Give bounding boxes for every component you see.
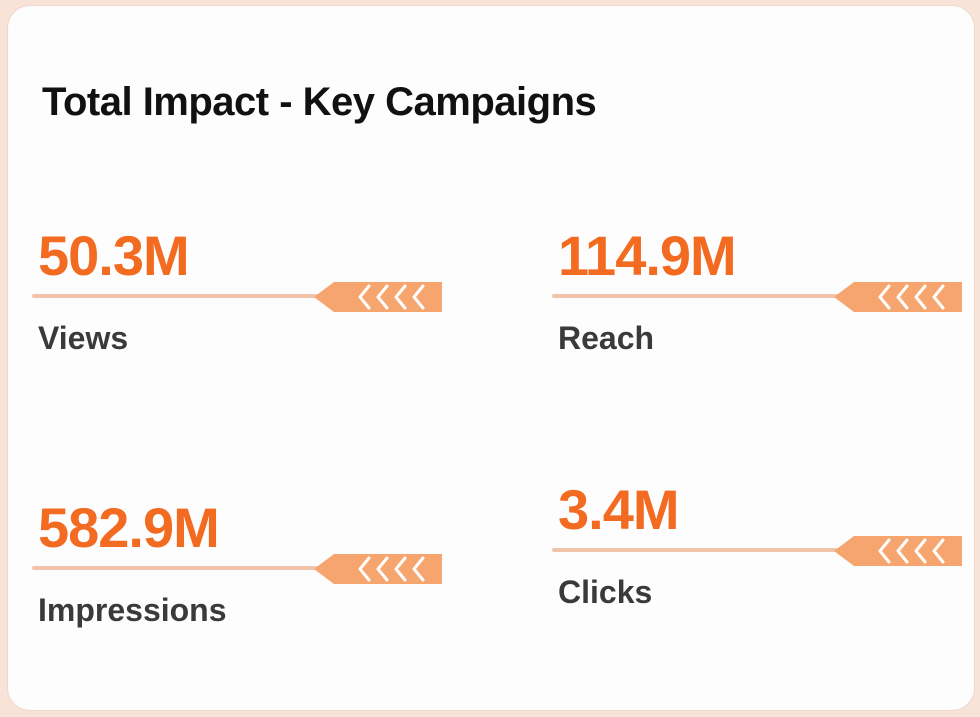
chevron-left-icon: [878, 284, 891, 310]
chevron-left-icon: [376, 556, 389, 582]
chevron-left-icon: [394, 284, 407, 310]
impact-card: Total Impact - Key Campaigns 50.3M Views…: [8, 6, 974, 710]
metric-views: 50.3M Views: [32, 226, 442, 366]
metric-value: 582.9M: [38, 496, 220, 559]
arrow-left-icon-graphic: [314, 282, 442, 312]
arrow-left-icon-graphic: [834, 536, 962, 566]
metric-divider: [552, 294, 852, 298]
card-title: Total Impact - Key Campaigns: [42, 80, 597, 124]
metric-impressions: 582.9M Impressions: [32, 498, 442, 638]
chevron-left-icon: [932, 284, 945, 310]
chevron-left-icon: [358, 556, 371, 582]
metric-value: 50.3M: [38, 224, 190, 287]
chevron-left-icon: [376, 284, 389, 310]
metric-label: Reach: [558, 320, 655, 356]
chevron-left-icon: [896, 538, 909, 564]
metric-clicks: 3.4M Clicks: [552, 480, 962, 620]
chevron-left-icon: [358, 284, 371, 310]
metric-reach: 114.9M Reach: [552, 226, 962, 366]
chevron-left-icon: [412, 556, 425, 582]
chevron-left-icon: [914, 538, 927, 564]
chevron-left-icon: [878, 538, 891, 564]
metric-label: Views: [38, 320, 129, 356]
metric-divider: [32, 294, 332, 298]
arrow-left-icon: [312, 552, 442, 586]
arrow-left-icon: [832, 280, 962, 314]
metric-label: Impressions: [38, 592, 227, 628]
arrow-left-icon-graphic: [314, 554, 442, 584]
arrow-left-icon: [832, 534, 962, 568]
chevron-left-icon: [914, 284, 927, 310]
chevron-left-icon: [932, 538, 945, 564]
chevron-left-icon: [896, 284, 909, 310]
chevron-left-icon: [394, 556, 407, 582]
arrow-left-icon-graphic: [834, 282, 962, 312]
metric-divider: [32, 566, 332, 570]
metric-label: Clicks: [558, 574, 653, 610]
arrow-left-icon: [312, 280, 442, 314]
metric-value: 114.9M: [558, 224, 737, 287]
metric-value: 3.4M: [558, 478, 679, 541]
metric-divider: [552, 548, 852, 552]
chevron-left-icon: [412, 284, 425, 310]
